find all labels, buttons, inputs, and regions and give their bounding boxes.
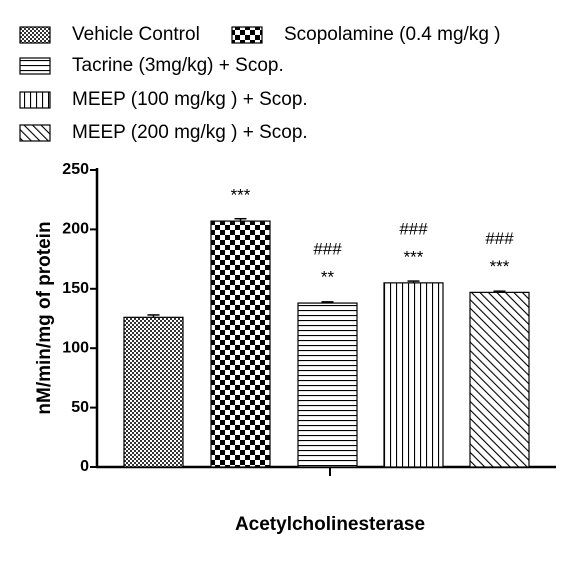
y-tick-label: 100	[62, 339, 89, 356]
bar	[297, 302, 358, 468]
legend-label: Vehicle Control	[72, 24, 200, 45]
significance-label: ###	[485, 229, 514, 248]
y-tick-label: 200	[62, 221, 89, 238]
legend-swatch	[19, 26, 51, 44]
legend-label: MEEP (100 mg/kg ) + Scop.	[72, 89, 308, 110]
significance-label: ***	[490, 257, 510, 276]
y-tick-label: 250	[62, 161, 89, 178]
y-axis-label: nM/min/mg of protein	[34, 221, 55, 414]
bar	[469, 291, 530, 468]
legend-swatch	[19, 57, 51, 75]
legend-swatch	[19, 124, 51, 142]
legend-label: Scopolamine (0.4 mg/kg )	[284, 24, 501, 45]
x-axis-label: Acetylcholinesterase	[235, 514, 425, 535]
significance-label: ###	[399, 219, 428, 238]
significance-label: ###	[313, 240, 342, 259]
bar	[123, 316, 184, 468]
bar	[383, 282, 444, 468]
y-tick-label: 150	[62, 280, 89, 297]
significance-label: ***	[404, 247, 424, 266]
legend-swatch	[19, 91, 51, 109]
significance-label: **	[321, 268, 335, 287]
legend-label: MEEP (200 mg/kg ) + Scop.	[72, 122, 308, 143]
y-tick-label: 0	[80, 458, 89, 475]
bar	[210, 220, 271, 468]
legend-swatch	[231, 26, 263, 44]
y-tick-label: 50	[71, 399, 89, 416]
legend-label: Tacrine (3mg/kg) + Scop.	[72, 55, 284, 76]
significance-label: ***	[231, 186, 251, 205]
